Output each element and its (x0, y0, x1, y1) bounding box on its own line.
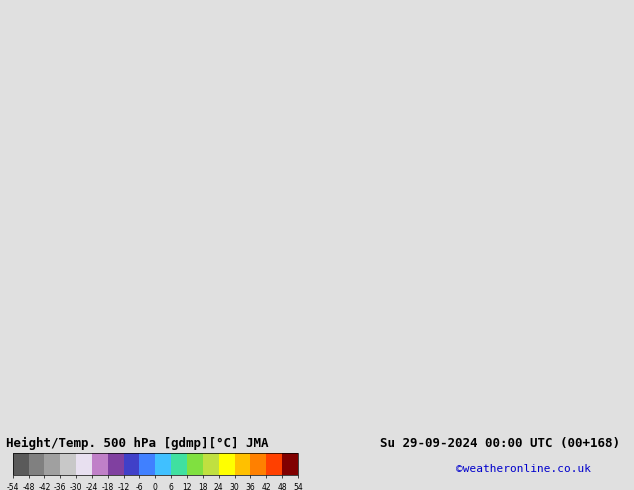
Text: Height/Temp. 500 hPa [gdmp][°C] JMA: Height/Temp. 500 hPa [gdmp][°C] JMA (6, 437, 269, 450)
Text: ©weatheronline.co.uk: ©weatheronline.co.uk (456, 465, 592, 474)
Text: Su 29-09-2024 00:00 UTC (00+168): Su 29-09-2024 00:00 UTC (00+168) (380, 437, 621, 450)
